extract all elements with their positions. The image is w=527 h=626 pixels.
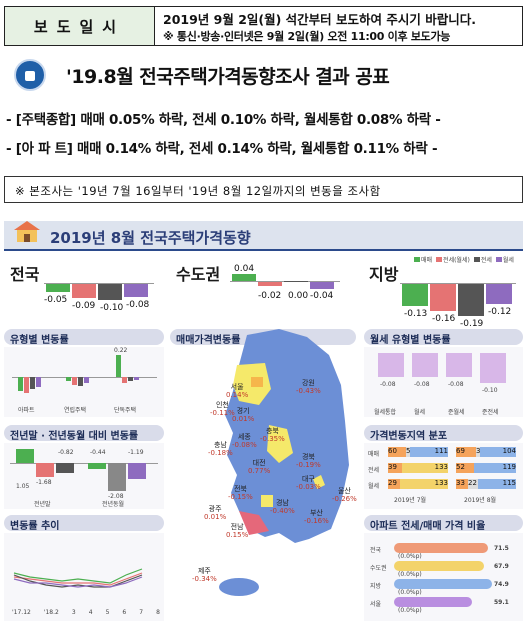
map-label-sejong: 세종 -0.08% xyxy=(232,433,257,449)
bar-capital-jeonse-wolse xyxy=(258,282,282,286)
ratio-panel: 전국 (0.0%p) 71.5 수도권 (0.0%p) 67.9 지방 (0.0… xyxy=(364,533,523,621)
bar-capital-jeonse xyxy=(284,281,308,282)
title-text: '19.8월 전국주택가격동향조사 결과 공표 xyxy=(66,65,390,88)
bar-local-jeonse xyxy=(458,284,484,316)
section-type-change: 유형별 변동률 xyxy=(4,329,164,346)
legend-item: 월세 xyxy=(495,255,514,264)
prev-compare-chart: 1.05 -0.82 -1.68 -0.44 -1.19 -2.08 전년말 전… xyxy=(4,443,164,509)
bar-label: -0.02 xyxy=(258,291,282,301)
map-label-chungnam: 충남 -0.18% xyxy=(208,441,233,457)
legend-item: 매매 xyxy=(414,255,432,264)
bar-label: -0.04 xyxy=(310,291,334,301)
dist-panel: 매매 전세 월세 60 5 111 69 3 104 39 133 52 119 29 133… xyxy=(364,443,523,509)
bar-label: 0.00 xyxy=(288,291,309,301)
map-label-jeonnam: 전남 0.15% xyxy=(226,523,249,539)
map-label-daejeon: 대전 0.77% xyxy=(248,459,271,475)
bar-national-jeonse xyxy=(98,284,122,300)
map-label-busan: 부산 -0.16% xyxy=(304,509,329,525)
document-title: '19.8월 전국주택가격동향조사 결과 공표 xyxy=(14,58,514,92)
map-label-gangwon: 강원 -0.43% xyxy=(296,379,321,395)
map-label-gyeonggi: 경기 0.01% xyxy=(232,407,255,423)
bar-label: -0.16 xyxy=(432,314,456,324)
infographic: 2019년 8월 전국주택가격동향 매매 전세(월세) 전세 월세 전국 수도권… xyxy=(4,213,523,623)
section-trend: 변동률 추이 xyxy=(4,515,164,532)
house-icon xyxy=(14,221,40,242)
region-local: 지방 xyxy=(369,265,399,284)
bar-label: -0.05 xyxy=(44,295,68,305)
bar-label: -0.19 xyxy=(460,319,484,329)
bar-national-jeonse-wolse xyxy=(72,284,96,298)
map-label-jeonbuk: 전북 -0.15% xyxy=(228,485,253,501)
legend-item: 전세 xyxy=(473,255,492,264)
monthly-type-chart: -0.08 -0.08 -0.08 -0.10 월세통합 월세 준월세 준전세 xyxy=(364,347,523,417)
legend: 매매 전세(월세) 전세 월세 xyxy=(414,255,514,264)
section-monthly-type: 월세 유형별 변동률 xyxy=(364,329,523,346)
release-date-label: 보도일시 xyxy=(5,7,155,45)
type-change-chart: 0.22 아파트 연립주택 단독주택 xyxy=(4,347,164,417)
press-release-header: 보도일시 2019년 9월 2일(월) 석간부터 보도하여 주시기 바랍니다. … xyxy=(4,6,523,46)
korea-map xyxy=(219,329,349,596)
trend-chart: '17.12'18.2 3 4 5 6 7 8 xyxy=(4,533,164,621)
headline-housing: - [주택종합] 매매 0.05% 하락, 전세 0.10% 하락, 월세통합 … xyxy=(6,112,441,128)
bar-label: -0.10 xyxy=(100,303,124,313)
map-label-gwangju: 광주 0.01% xyxy=(204,505,227,521)
map-label-jeju: 제주 -0.34% xyxy=(192,567,217,583)
section-prev-compare: 전년말 · 전년동월 대비 변동률 xyxy=(4,425,164,442)
bar-label: -0.13 xyxy=(404,309,428,319)
bar-label: -0.08 xyxy=(126,300,150,310)
map-label-gyeongbuk: 경북 -0.19% xyxy=(296,453,321,469)
infographic-title: 2019년 8월 전국주택가격동향 xyxy=(50,229,251,247)
map-label-seoul: 서울 0.14% xyxy=(226,383,249,399)
bar-capital-sale xyxy=(232,274,256,281)
bar-label: -0.12 xyxy=(488,307,512,317)
bar-local-jeonse-wolse xyxy=(430,284,456,311)
map-label-incheon: 인천 -0.11% xyxy=(210,401,235,417)
region-national: 전국 xyxy=(10,265,40,284)
region-capital: 수도권 xyxy=(176,265,221,284)
infographic-header xyxy=(4,221,523,251)
map-label-chungbuk: 충북 -0.35% xyxy=(260,427,285,443)
legend-item: 전세(월세) xyxy=(436,255,470,264)
broadcast-note-line: ※ 통신·방송·인터넷은 9월 2일(월) 오전 11:00 이후 보도가능 xyxy=(163,30,451,43)
map-label-ulsan: 울산 -0.26% xyxy=(332,487,357,503)
bar-local-wolse xyxy=(486,284,512,304)
map-label-daegu: 대구 -0.03% xyxy=(296,475,321,491)
section-ratio: 아파트 전세/매매 가격 비율 xyxy=(364,515,523,532)
survey-period-note: ※ 본조사는 '19년 7월 16일부터 '19년 8월 12일까지의 변동을 … xyxy=(4,176,523,203)
map-label-gyeongnam: 경남 -0.40% xyxy=(270,499,295,515)
headline-apartment: - [아 파 트] 매매 0.14% 하락, 전세 0.14% 하락, 월세통합… xyxy=(6,141,438,157)
bar-label: -0.09 xyxy=(72,301,96,311)
bar-national-wolse xyxy=(124,284,148,297)
section-dist: 가격변동지역 분포 xyxy=(364,425,523,442)
bar-national-sale xyxy=(46,284,70,292)
bar-local-sale xyxy=(402,284,428,306)
bar-capital-wolse xyxy=(310,282,334,289)
ministry-logo-icon xyxy=(14,59,46,91)
release-time-line: 2019년 9월 2일(월) 석간부터 보도하여 주시기 바랍니다. xyxy=(163,12,476,27)
bar-label: 0.04 xyxy=(234,264,255,274)
